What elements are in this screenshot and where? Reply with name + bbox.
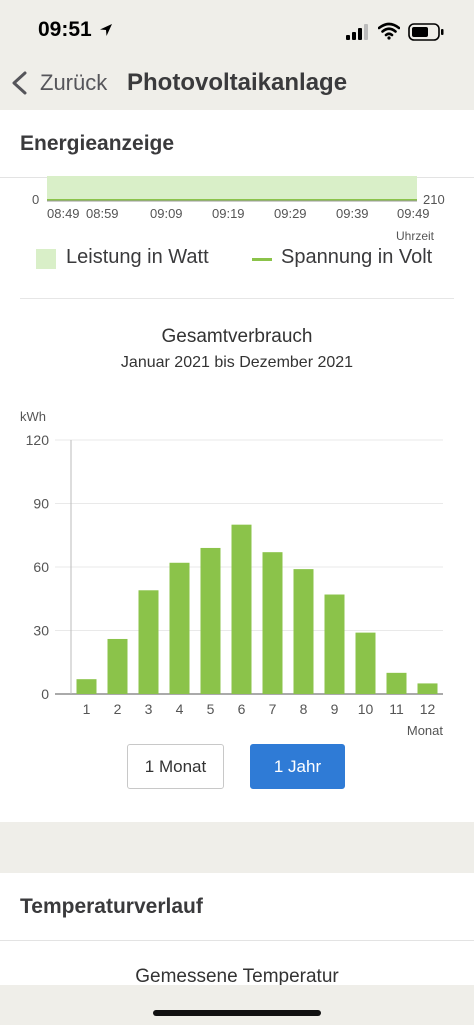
x-tick-label: 12 bbox=[420, 701, 436, 717]
x-tick-label: 9 bbox=[331, 701, 339, 717]
x-tick: 09:39 bbox=[336, 206, 369, 221]
x-tick-label: 10 bbox=[358, 701, 374, 717]
energy-section-header: Energieanzeige bbox=[0, 110, 474, 178]
live-power-chart: 0 210 08:49 08:59 09:09 09:19 09:29 09:3… bbox=[32, 176, 445, 243]
consumption-chart-subtitle: Januar 2021 bis Dezember 2021 bbox=[120, 354, 354, 371]
navigation-bar: Zurück Photovoltaikanlage bbox=[0, 60, 474, 110]
x-tick-label: 5 bbox=[207, 701, 215, 717]
temperature-section-title: Temperaturverlauf bbox=[20, 895, 203, 918]
x-tick-label: 4 bbox=[176, 701, 184, 717]
bar bbox=[324, 594, 345, 694]
wifi-icon bbox=[378, 22, 400, 40]
x-tick: 09:19 bbox=[212, 206, 245, 221]
x-axis-label: Monat bbox=[407, 723, 444, 738]
bar bbox=[231, 524, 252, 694]
x-tick: 09:29 bbox=[274, 206, 307, 221]
bar bbox=[200, 547, 221, 694]
chevron-left-icon[interactable] bbox=[10, 70, 28, 96]
x-tick: 09:09 bbox=[150, 206, 183, 221]
x-tick: 08:49 bbox=[47, 206, 80, 221]
temperature-section-header: Temperaturverlauf bbox=[0, 873, 474, 941]
y-tick-label: 120 bbox=[26, 432, 50, 448]
period-month-button[interactable]: 1 Monat bbox=[127, 744, 224, 789]
section-divider bbox=[20, 298, 454, 299]
legend-label-power[interactable]: Leistung in Watt bbox=[66, 246, 209, 268]
y-tick-label: 0 bbox=[41, 686, 49, 702]
status-bar: 09:51 bbox=[0, 0, 474, 60]
legend-label-voltage[interactable]: Spannung in Volt bbox=[281, 246, 433, 268]
y-tick-label: 90 bbox=[33, 496, 49, 512]
bar bbox=[76, 679, 97, 694]
x-tick-label: 3 bbox=[145, 701, 153, 717]
x-axis-label: Uhrzeit bbox=[396, 229, 435, 243]
bar bbox=[386, 672, 407, 694]
x-tick-label: 8 bbox=[300, 701, 308, 717]
x-tick: 08:59 bbox=[86, 206, 119, 221]
x-tick-label: 1 bbox=[83, 701, 91, 717]
y-axis-label: kWh bbox=[20, 409, 46, 424]
bar bbox=[107, 638, 128, 694]
energy-section-title: Energieanzeige bbox=[20, 132, 175, 155]
bar bbox=[417, 683, 438, 694]
x-tick-label: 2 bbox=[114, 701, 122, 717]
cellular-signal-icon bbox=[346, 24, 368, 40]
bar bbox=[138, 590, 159, 694]
x-tick: 09:49 bbox=[397, 206, 430, 221]
bar bbox=[262, 552, 283, 694]
temperature-chart-title: Gemessene Temperatur bbox=[135, 966, 339, 987]
legend-swatch-voltage[interactable] bbox=[252, 258, 272, 261]
bar bbox=[169, 562, 190, 694]
live-chart-legend: Leistung in Watt Spannung in Volt bbox=[36, 244, 456, 274]
x-tick-label: 6 bbox=[238, 701, 246, 717]
status-time: 09:51 bbox=[38, 18, 92, 41]
power-area bbox=[47, 176, 417, 200]
legend-swatch-power[interactable] bbox=[36, 249, 56, 269]
bar bbox=[293, 569, 314, 694]
y-tick-label: 60 bbox=[33, 559, 49, 575]
home-indicator-area bbox=[0, 985, 474, 1025]
home-indicator[interactable] bbox=[153, 1010, 321, 1016]
bar bbox=[355, 632, 376, 694]
period-year-button[interactable]: 1 Jahr bbox=[250, 744, 345, 789]
y-left-tick: 0 bbox=[32, 192, 39, 207]
x-tick-label: 7 bbox=[269, 701, 277, 717]
consumption-chart-title: Gesamtverbrauch bbox=[161, 326, 313, 347]
y-right-tick: 210 bbox=[423, 192, 445, 207]
x-tick-label: 11 bbox=[389, 701, 404, 717]
location-arrow-icon bbox=[100, 24, 112, 36]
page-title: Photovoltaikanlage bbox=[127, 69, 348, 96]
back-button[interactable]: Zurück bbox=[40, 70, 108, 95]
y-tick-label: 30 bbox=[33, 623, 49, 639]
battery-icon bbox=[408, 23, 444, 41]
energy-card: Energieanzeige bbox=[0, 110, 474, 822]
